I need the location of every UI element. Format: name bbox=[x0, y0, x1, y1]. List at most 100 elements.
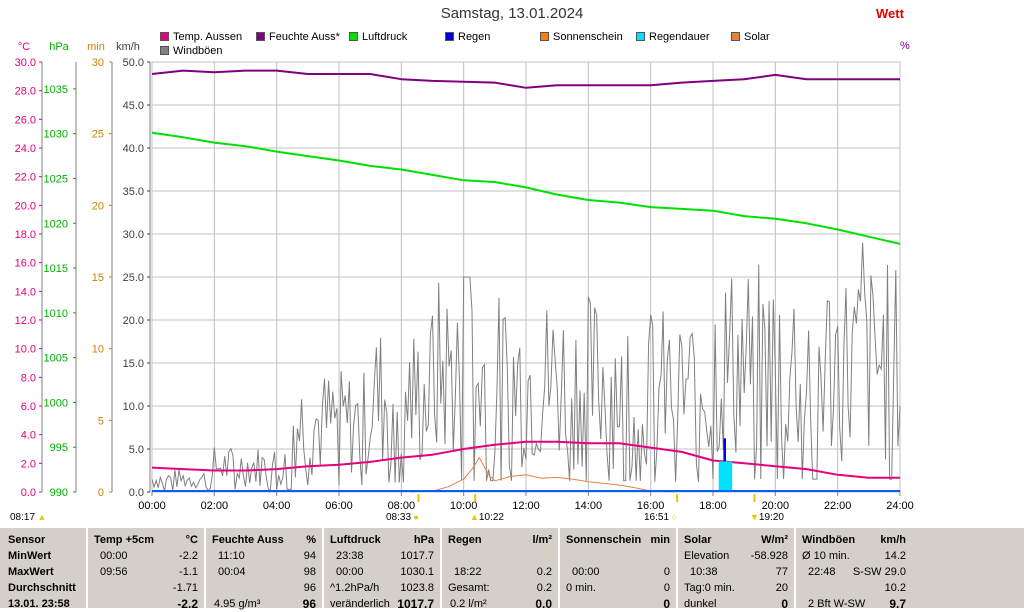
y-tick-label: 1000 bbox=[44, 397, 68, 409]
legend-item: Windböen bbox=[160, 45, 223, 57]
feuchte-unit: % bbox=[306, 534, 316, 546]
regen-title: Regen bbox=[448, 534, 482, 546]
y-tick-label: 20.0 bbox=[123, 315, 144, 327]
brand-label: Wett bbox=[876, 6, 904, 21]
solar-now: 0 bbox=[781, 597, 788, 611]
luftdruck-max-time: 00:00 bbox=[336, 566, 364, 578]
regen-now-note: 0.2 l/m² bbox=[450, 598, 487, 610]
y-tick-label: 30.0 bbox=[123, 229, 144, 241]
legend-item: Sonnenschein bbox=[540, 31, 623, 43]
feuchte-avg: 96 bbox=[303, 582, 316, 594]
sun-mark-icon: ▲ bbox=[35, 512, 47, 522]
y-tick-label: 1005 bbox=[44, 353, 68, 365]
y-tick-label: 5 bbox=[98, 415, 104, 427]
luftdruck-max: 1030.1 bbox=[400, 566, 434, 578]
legend-label: Regen bbox=[458, 31, 491, 43]
luftdruck-avg-note: ^1.2hPa/h bbox=[330, 582, 380, 594]
y-tick-label: 12.0 bbox=[15, 315, 36, 327]
stats-col-wind: Windböen km/h Ø 10 min. 14.2 22:48 S-SW 29.… bbox=[796, 528, 912, 611]
series-feuchte bbox=[151, 69, 900, 89]
wind-title: Windböen bbox=[802, 534, 856, 546]
solar-avg-note: Tag:0 min. bbox=[684, 582, 735, 594]
y-tick-label: 35.0 bbox=[123, 186, 144, 198]
sun-mark-sunrise: 08:33 ● bbox=[386, 512, 419, 523]
solar-unit: W/m² bbox=[761, 534, 788, 546]
y-tick-label: 22.0 bbox=[15, 172, 36, 184]
x-tick-label: 20:00 bbox=[762, 500, 790, 512]
feuchte-max-time: 00:04 bbox=[218, 566, 246, 578]
luftdruck-avg: 1023.8 bbox=[400, 582, 434, 594]
y-tick-label: 26.0 bbox=[15, 114, 36, 126]
sonnenschein-title: Sonnenschein bbox=[566, 534, 642, 546]
stats-col-labels: Sensor MinWert MaxWert Durchschnitt 13.0… bbox=[0, 528, 88, 610]
sun-mark-icon: ○ bbox=[669, 512, 677, 522]
sun-mark-moon: ▼19:20 bbox=[750, 512, 784, 523]
chart-series bbox=[151, 69, 901, 502]
legend-label: Regendauer bbox=[649, 31, 710, 43]
solar-max: 77 bbox=[775, 566, 788, 578]
y-axis-unit: km/h bbox=[116, 41, 140, 53]
weather-chart: °C 0.0 2.0 4.0 6.0 8.0 10.0 12.0 14.0 16.0 18.0 20.… bbox=[15, 41, 914, 512]
sun-mark-time: 08:17 bbox=[10, 512, 36, 523]
chart-axes: °C 0.0 2.0 4.0 6.0 8.0 10.0 12.0 14.0 16.0 18.0 20.… bbox=[15, 41, 914, 512]
series-luftdruck bbox=[151, 131, 901, 245]
y-tick-label: 16.0 bbox=[15, 258, 36, 270]
sun-mark-time: 19:20 bbox=[758, 512, 784, 523]
feuchte-min: 94 bbox=[303, 550, 316, 562]
legend-swatch bbox=[731, 32, 740, 41]
sun-mark-time: 08:33 bbox=[386, 512, 412, 523]
luftdruck-now-note: veränderlich bbox=[330, 598, 390, 610]
legend-label: Feuchte Auss* bbox=[269, 31, 340, 43]
sun-mark-max: ▲10:22 bbox=[470, 512, 504, 523]
y-tick-label: 10.0 bbox=[15, 344, 36, 356]
solar-now-note: dunkel bbox=[684, 598, 717, 610]
legend-item: Feuchte Auss* bbox=[256, 31, 340, 43]
x-tick-label: 08:00 bbox=[388, 500, 416, 512]
y-tick-label: 995 bbox=[50, 442, 68, 454]
y-tick-label: 4.0 bbox=[21, 430, 36, 442]
wind-min: 14.2 bbox=[884, 550, 906, 562]
sun-mark-sunset: 16:51 ○ bbox=[644, 512, 677, 523]
stats-label-avg: Durchschnitt bbox=[8, 582, 76, 594]
stats-col-luftdruck: Luftdruck hPa 23:38 1017.7 00:00 1030.1 ^1.… bbox=[324, 528, 442, 611]
x-tick-label: 10:00 bbox=[450, 500, 478, 512]
stats-col-temp: Temp +5cm °C 00:00 -2.2 09:56 -1.1 -1.71 -2… bbox=[88, 528, 206, 611]
legend-label: Luftdruck bbox=[362, 31, 408, 43]
legend-label: Sonnenschein bbox=[553, 31, 623, 43]
x-tick-label: 12:00 bbox=[512, 500, 540, 512]
stats-col-solar: Solar W/m² Elevation -58.928 10:38 77 Tag:0… bbox=[678, 528, 796, 611]
sun-mark-icon: ● bbox=[411, 512, 419, 522]
wind-avg: 10.2 bbox=[884, 582, 906, 594]
sun-mark-icon: ▼ bbox=[750, 512, 759, 522]
sonnenschein-unit: min bbox=[650, 534, 670, 546]
y-tick-label: 10.0 bbox=[123, 401, 144, 413]
y-tick-label: 30 bbox=[92, 57, 104, 69]
temp-avg: -1.71 bbox=[172, 582, 198, 594]
sonnenschein-max-time: 00:00 bbox=[572, 566, 600, 578]
legend-swatch bbox=[160, 32, 169, 41]
legend-item: Luftdruck bbox=[349, 31, 407, 43]
legend-item: Regen bbox=[445, 31, 490, 43]
sonnenschein-now: 0 bbox=[663, 597, 670, 611]
legend-swatch bbox=[445, 32, 454, 41]
stats-col-feuchte: Feuchte Auss% 11:10 94 00:04 98 96 4.95 g/… bbox=[206, 528, 324, 611]
y-axis-unit: min bbox=[87, 41, 105, 53]
sonnenschein-max: 0 bbox=[663, 566, 670, 578]
temp-min: -2.2 bbox=[179, 550, 198, 562]
y-tick-label: 990 bbox=[50, 487, 68, 499]
y-tick-label: 1015 bbox=[44, 263, 68, 275]
y-axis-unit: hPa bbox=[49, 41, 69, 53]
legend-label: Solar bbox=[744, 31, 770, 43]
stats-table: Sensor MinWert MaxWert Durchschnitt 13.0… bbox=[0, 528, 1024, 611]
y-tick-label: 25.0 bbox=[123, 272, 144, 284]
y-tick-label: 1025 bbox=[44, 173, 68, 185]
x-tick-label: 06:00 bbox=[325, 500, 353, 512]
solar-avg: 20 bbox=[775, 582, 788, 594]
series-regendauer bbox=[718, 461, 733, 492]
wind-now-note: 2 Bft W-SW bbox=[808, 598, 866, 610]
y-tick-label: 10 bbox=[92, 344, 104, 356]
x-tick-label: 14:00 bbox=[575, 500, 603, 512]
feuchte-now-note: 4.95 g/m³ bbox=[214, 598, 261, 610]
sonnenschein-avg-note: 0 min. bbox=[566, 582, 596, 594]
y-tick-label: 2.0 bbox=[21, 458, 36, 470]
